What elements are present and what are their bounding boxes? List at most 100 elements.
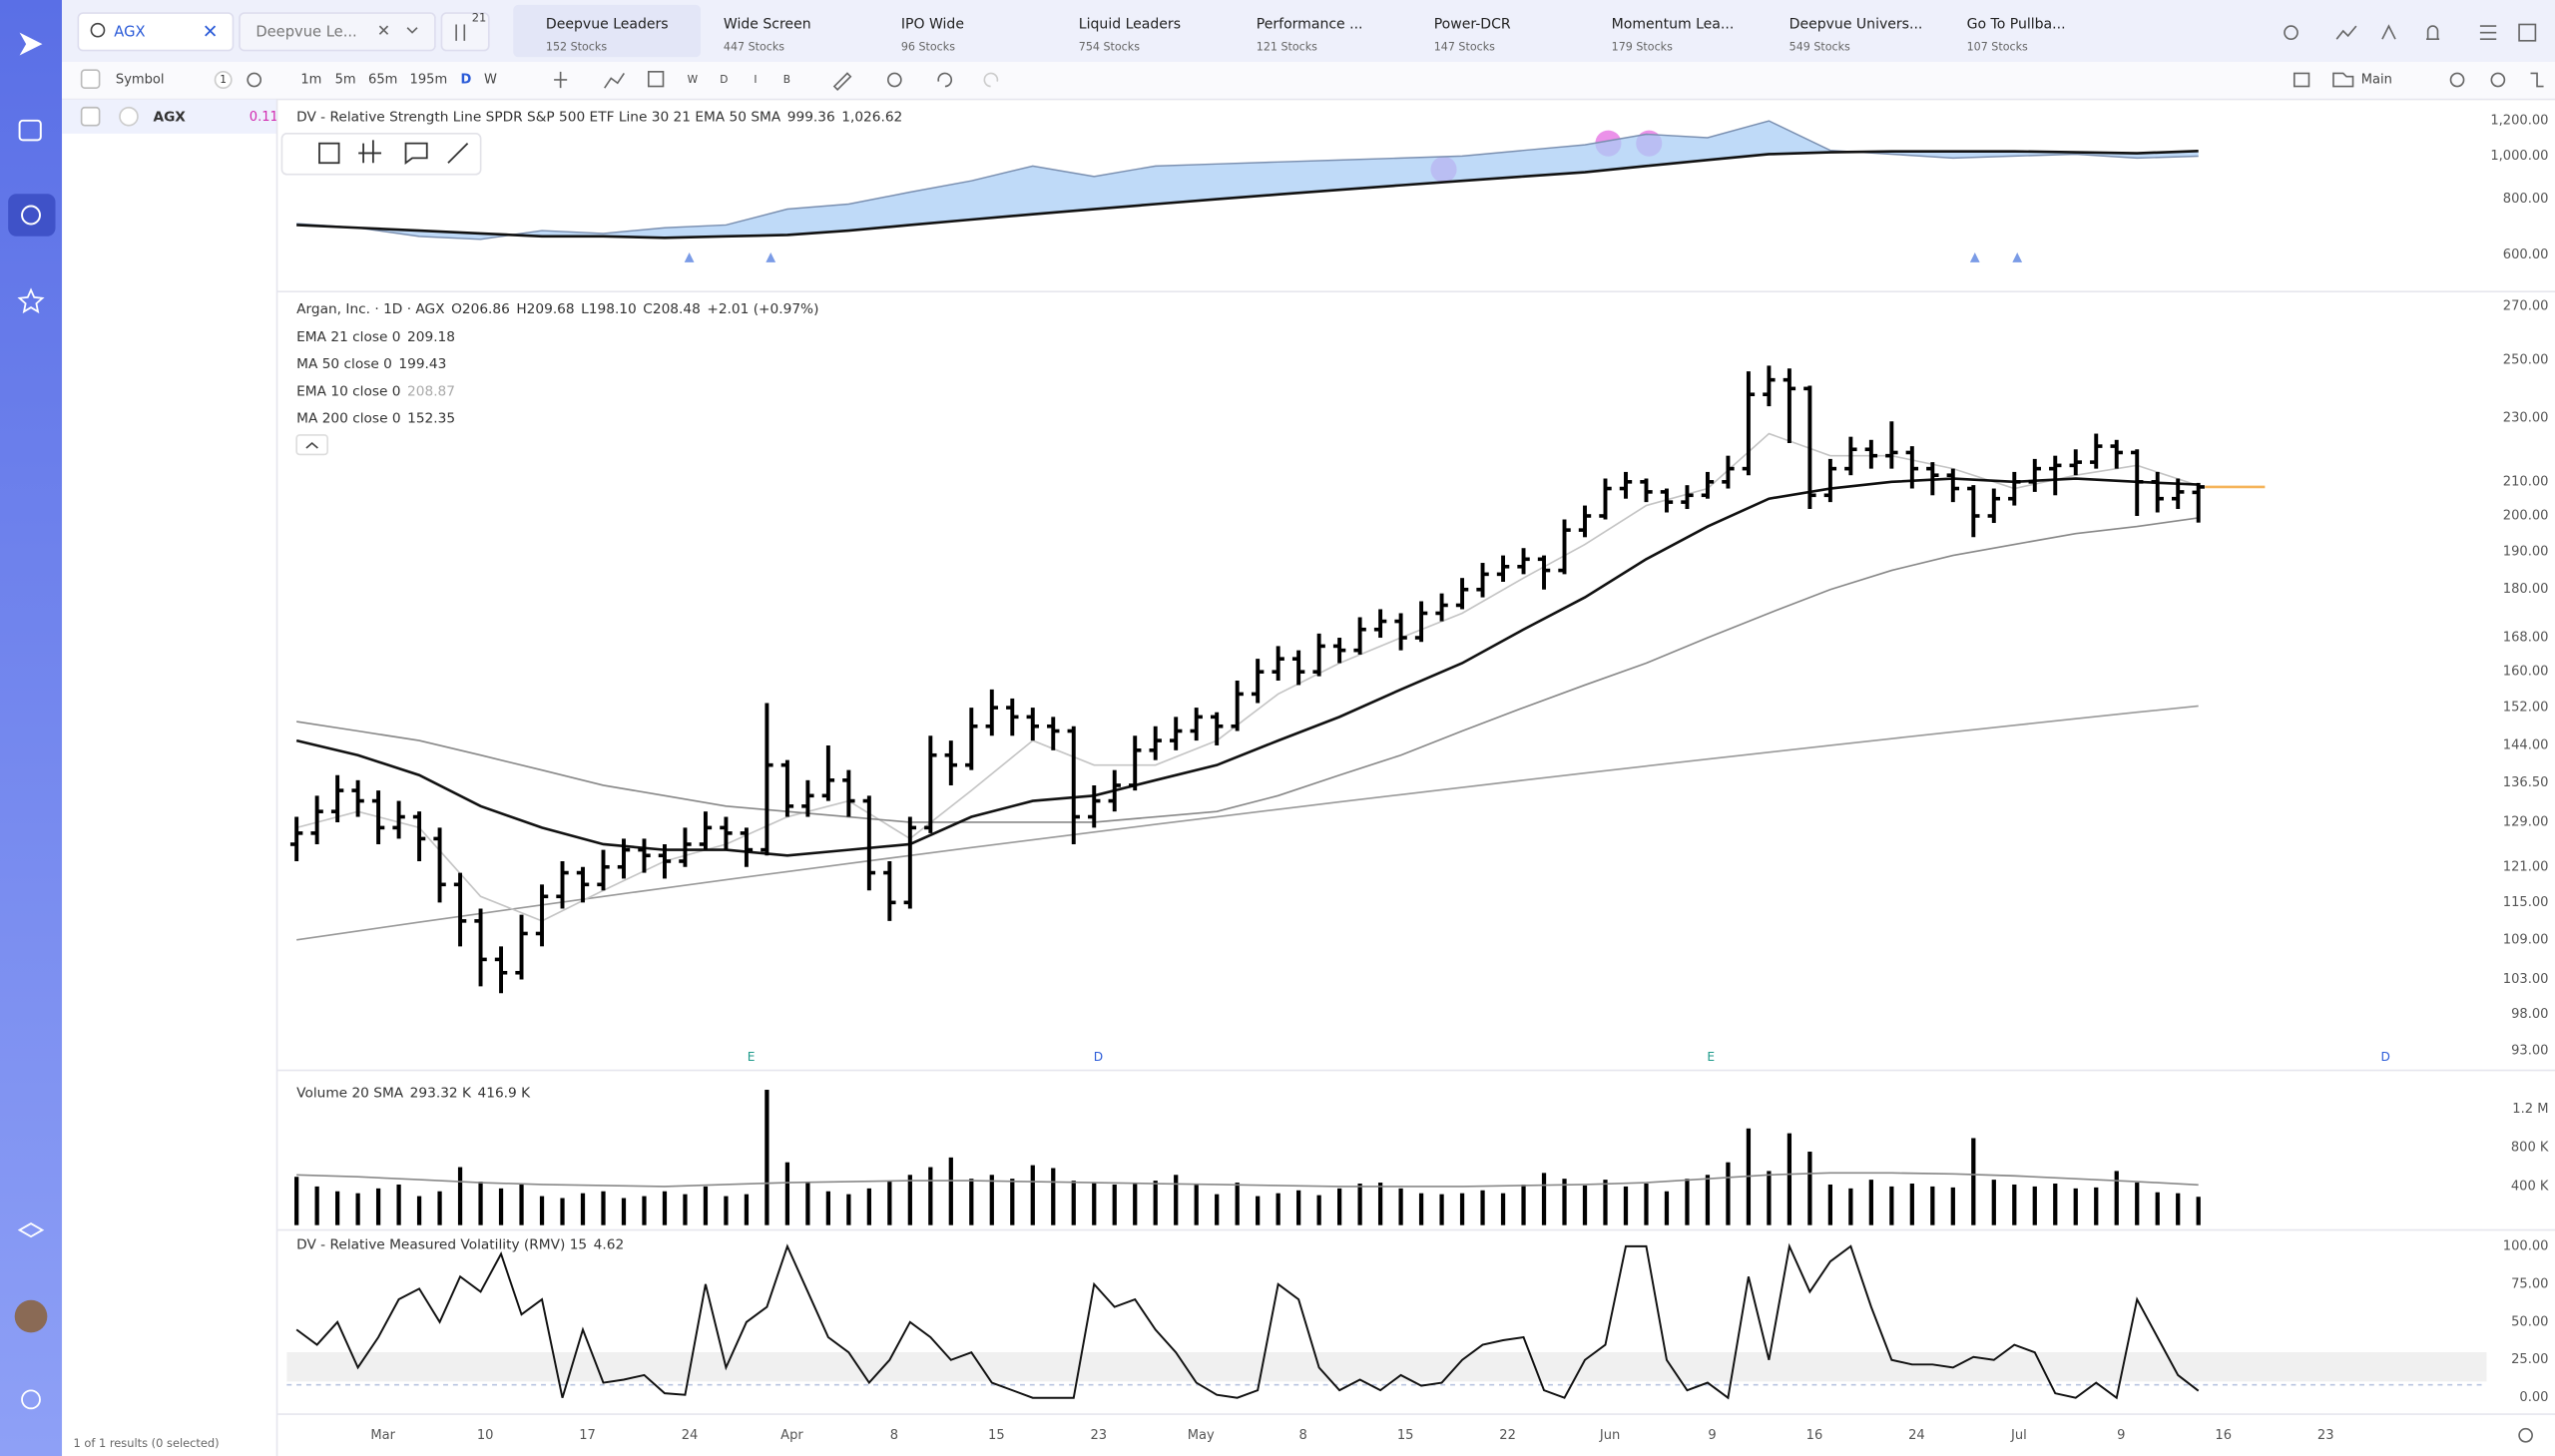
tool-icon[interactable] xyxy=(2530,72,2544,88)
nav-icon[interactable] xyxy=(21,1389,41,1410)
intervals: 1m 5m 65m 195m D W W D I B xyxy=(300,72,790,87)
interval[interactable]: 65m xyxy=(368,72,397,87)
share-icon[interactable] xyxy=(2284,25,2299,40)
watchlist-select[interactable] xyxy=(239,12,436,52)
undo-icon[interactable] xyxy=(937,72,953,88)
nav-rail xyxy=(0,0,63,1456)
tab-title[interactable]: Go To Pullba... xyxy=(1967,16,2066,32)
volume-bar xyxy=(1316,1195,1321,1225)
tab-title[interactable]: Power-DCR xyxy=(1434,16,1511,32)
folder-icon[interactable] xyxy=(2332,72,2354,88)
series-line xyxy=(296,120,2199,241)
x-tick-label: 8 xyxy=(1299,1428,1307,1443)
search-box[interactable] xyxy=(77,12,235,52)
volume-bar xyxy=(2032,1186,2037,1225)
nav-active[interactable] xyxy=(8,194,56,237)
interval[interactable]: D xyxy=(461,72,472,87)
volume-bar xyxy=(866,1188,871,1225)
legend-item: MA 50 close 0 xyxy=(296,356,392,372)
tool-icon[interactable] xyxy=(404,142,428,166)
tool-icon[interactable] xyxy=(886,72,902,88)
clear-icon[interactable] xyxy=(205,25,217,37)
tool-icon[interactable] xyxy=(318,142,340,165)
x-tick-label: Jul xyxy=(2010,1428,2027,1443)
volume-bar xyxy=(2094,1187,2099,1225)
y-tick-label: 210.00 xyxy=(2503,474,2549,489)
legend-item: 999.36 xyxy=(787,110,835,126)
volume-bar xyxy=(2155,1192,2160,1225)
checkbox[interactable] xyxy=(80,106,101,127)
grid-icon[interactable] xyxy=(2518,23,2537,42)
tab-title[interactable]: Wide Screen xyxy=(724,16,811,32)
list-header: Symbol xyxy=(116,72,165,87)
tab-title[interactable]: IPO Wide xyxy=(901,16,964,32)
tab-subtitle: 549 Stocks xyxy=(1789,40,1850,53)
x-tick-label: 10 xyxy=(477,1428,494,1443)
option[interactable]: D xyxy=(720,73,728,86)
legend: EMA 21 close 0 209.18 xyxy=(296,329,455,345)
settings-icon[interactable] xyxy=(247,72,262,88)
collapse-button[interactable] xyxy=(295,434,328,456)
tool-icon[interactable] xyxy=(358,140,382,164)
legend-item: L198.10 xyxy=(581,301,637,317)
avatar[interactable] xyxy=(14,1299,48,1333)
settings-icon[interactable] xyxy=(2518,1427,2533,1443)
nav-icon[interactable] xyxy=(18,119,42,142)
bell-icon[interactable] xyxy=(2426,25,2440,40)
volume-bar xyxy=(1848,1188,1853,1225)
volume-bar xyxy=(724,1196,729,1225)
tool-icon[interactable] xyxy=(2490,72,2506,88)
volume-bar xyxy=(539,1196,545,1225)
logo xyxy=(19,32,43,56)
y-tick-label: 200.00 xyxy=(2503,508,2549,523)
chart-icon[interactable] xyxy=(2335,25,2357,40)
symbol-logo xyxy=(119,106,139,127)
x-tick-label: 23 xyxy=(1091,1428,1108,1443)
tab-subtitle: 179 Stocks xyxy=(1612,40,1673,53)
interval[interactable]: 5m xyxy=(335,72,356,87)
y-tick-label: 168.00 xyxy=(2503,631,2549,646)
volume-bar xyxy=(1256,1196,1261,1225)
tab-title[interactable]: Deepvue Leaders xyxy=(546,16,669,32)
tab-subtitle: 121 Stocks xyxy=(1257,40,1317,53)
legend: MA 50 close 0 199.43 xyxy=(296,356,446,372)
interval[interactable]: W xyxy=(484,72,497,87)
redo-icon[interactable] xyxy=(983,72,999,88)
tab-title[interactable]: Momentum Lea... xyxy=(1612,16,1735,32)
tool-icon[interactable] xyxy=(2293,72,2310,88)
interval[interactable]: 1m xyxy=(300,72,321,87)
y-tick-label: 25.00 xyxy=(2511,1352,2548,1367)
tool-icon[interactable] xyxy=(604,73,625,89)
legend-item: Argan, Inc. · 1D · AGX xyxy=(296,301,444,317)
tab-title[interactable]: Deepvue Univers... xyxy=(1789,16,1923,32)
volume-bar xyxy=(744,1194,750,1225)
ma-line xyxy=(296,517,2199,823)
y-tick-label: 129.00 xyxy=(2503,814,2549,829)
watchlist-name: Deepvue Le... xyxy=(256,24,356,41)
x-tick-label: 24 xyxy=(1908,1428,1925,1443)
volume-bar xyxy=(335,1191,340,1225)
y-tick-label: 190.00 xyxy=(2503,544,2549,559)
tool-icon[interactable] xyxy=(447,143,469,164)
option[interactable]: W xyxy=(688,73,699,86)
option[interactable]: I xyxy=(754,73,757,86)
y-tick-label: 800.00 xyxy=(2503,192,2549,207)
list-icon[interactable] xyxy=(2479,25,2497,40)
nav-icon[interactable] xyxy=(17,1222,45,1238)
checkbox[interactable] xyxy=(80,69,101,89)
tab-title[interactable]: Performance ... xyxy=(1257,16,1363,32)
tool-icon[interactable] xyxy=(2381,24,2396,40)
plots: 600.00 800.00 1,000.00 1,200.00 DV - Relativ… xyxy=(289,110,2549,1443)
option[interactable]: B xyxy=(783,73,790,86)
tool-icon[interactable] xyxy=(647,71,665,88)
tool-icon[interactable] xyxy=(832,72,852,91)
tool-icon[interactable] xyxy=(2449,72,2465,88)
volume-bar xyxy=(1562,1179,1567,1225)
interval[interactable]: 195m xyxy=(410,72,448,87)
volume-bar xyxy=(519,1184,524,1225)
nav-icon[interactable] xyxy=(17,287,45,314)
legend-item: 208.87 xyxy=(407,383,455,399)
tab-title[interactable]: Liquid Leaders xyxy=(1079,16,1181,32)
tool-icon[interactable] xyxy=(554,71,568,89)
